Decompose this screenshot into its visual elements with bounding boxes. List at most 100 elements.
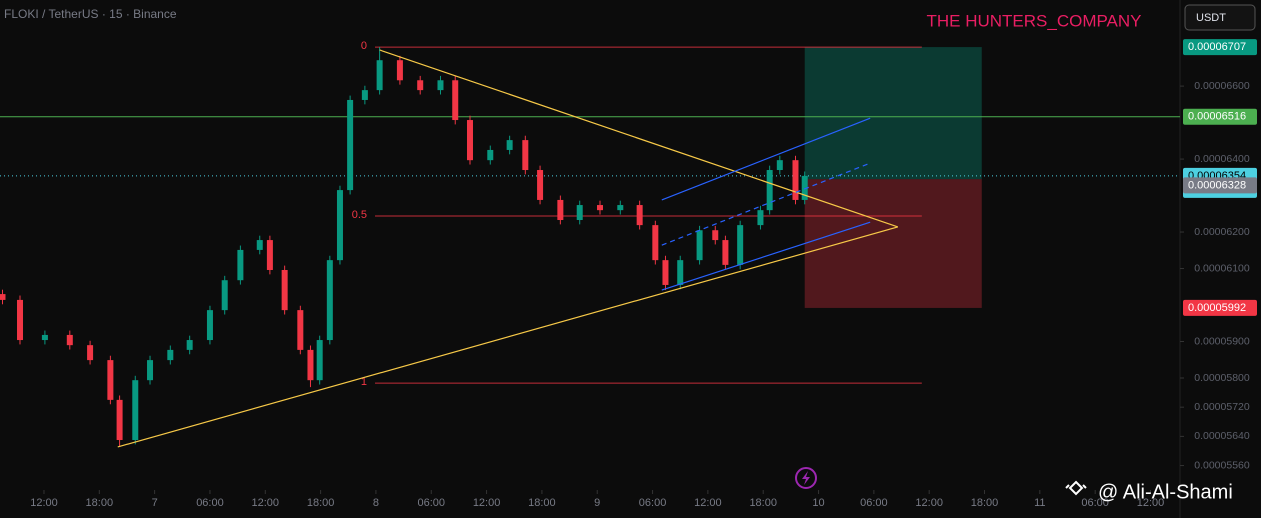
fib-label: 0 bbox=[361, 40, 367, 52]
candle-body bbox=[107, 360, 114, 400]
price-axis bbox=[1180, 0, 1261, 518]
candle-body bbox=[17, 299, 24, 341]
candle-body bbox=[186, 340, 193, 350]
trendline bbox=[117, 226, 899, 448]
candle-body bbox=[466, 120, 473, 161]
x-tick-label: 12:00 bbox=[694, 497, 722, 509]
candle-body bbox=[452, 80, 459, 121]
y-tick-label: 0.00005720 bbox=[1194, 401, 1250, 413]
trendline bbox=[661, 162, 871, 246]
annotation: THE HUNTERS_COMPANY bbox=[926, 11, 1141, 30]
candle-body bbox=[396, 60, 403, 81]
candle-body bbox=[297, 310, 304, 350]
x-tick-label: 06:00 bbox=[860, 497, 888, 509]
candle-body bbox=[417, 80, 424, 91]
candle-body bbox=[87, 345, 94, 361]
candle-body bbox=[597, 205, 604, 211]
price-label-box bbox=[1183, 299, 1257, 316]
candle-body bbox=[557, 199, 564, 221]
candle-body bbox=[617, 205, 624, 211]
price-label-box bbox=[1183, 177, 1257, 194]
candle-body bbox=[361, 90, 368, 100]
flash-icon[interactable] bbox=[795, 467, 817, 489]
x-tick-label: 06:00 bbox=[417, 497, 445, 509]
watermark: @ Ali-Al-Shami bbox=[1098, 481, 1233, 503]
x-tick-label: 12:00 bbox=[30, 497, 58, 509]
candle-body bbox=[636, 205, 643, 226]
x-tick-label: 06:00 bbox=[1081, 497, 1109, 509]
y-tick-label: 0.00005640 bbox=[1194, 430, 1250, 442]
candle-body bbox=[437, 80, 444, 91]
x-tick-label: 06:00 bbox=[196, 497, 224, 509]
price-label: 0.00005992 bbox=[1188, 302, 1246, 314]
candle-body bbox=[662, 260, 669, 285]
x-tick-label: 12:00 bbox=[915, 497, 943, 509]
candle-body bbox=[506, 140, 513, 150]
candle-body bbox=[737, 225, 744, 265]
candle-body bbox=[281, 269, 288, 311]
x-tick-label: 06:00 bbox=[639, 497, 667, 509]
x-tick-label: 18:00 bbox=[749, 497, 777, 509]
candle-body bbox=[652, 225, 659, 261]
candle-body bbox=[757, 210, 764, 226]
candle-body bbox=[167, 349, 174, 361]
x-tick-label: 9 bbox=[594, 497, 600, 509]
stop-zone bbox=[804, 179, 982, 308]
y-tick-label: 0.00006200 bbox=[1194, 226, 1250, 238]
candle-body bbox=[116, 399, 123, 441]
candle-body bbox=[132, 380, 139, 441]
candle-body bbox=[376, 60, 383, 91]
fib-label: 0.5 bbox=[352, 209, 367, 221]
x-tick-label: 18:00 bbox=[971, 497, 999, 509]
candle-body bbox=[221, 280, 228, 311]
price-label: 0.00006707 bbox=[1188, 41, 1246, 53]
x-tick-label: 18:00 bbox=[86, 497, 114, 509]
x-tick-label: 18:00 bbox=[528, 497, 556, 509]
candle-body bbox=[0, 294, 6, 300]
x-tick-label: 7 bbox=[152, 497, 158, 509]
candle-body bbox=[766, 170, 773, 211]
candle-body bbox=[336, 190, 343, 261]
y-tick-label: 0.00005560 bbox=[1194, 459, 1250, 471]
candle-body bbox=[266, 240, 273, 270]
candle-body bbox=[696, 230, 703, 261]
candle-body bbox=[801, 175, 808, 200]
x-tick-label: 12:00 bbox=[473, 497, 501, 509]
binance-logo bbox=[1065, 480, 1087, 496]
candle-body bbox=[66, 334, 73, 346]
candle-body bbox=[792, 160, 799, 200]
price-label: 0.00006328 bbox=[1188, 179, 1246, 191]
candle-body bbox=[776, 160, 783, 171]
x-tick-label: 8 bbox=[373, 497, 379, 509]
trendline bbox=[661, 117, 871, 201]
candle-body bbox=[316, 340, 323, 381]
chart-title: FLOKI / TetherUS · 15 · Binance bbox=[4, 7, 177, 21]
candle-body bbox=[307, 349, 314, 381]
candle-body bbox=[487, 149, 494, 161]
price-label-box bbox=[1183, 39, 1257, 56]
y-tick-label: 0.00006400 bbox=[1194, 153, 1250, 165]
currency-button[interactable] bbox=[1184, 4, 1256, 31]
y-tick-label: 0.00005900 bbox=[1194, 335, 1250, 347]
candle-body bbox=[722, 240, 729, 265]
target-zone bbox=[804, 47, 982, 180]
candle-body bbox=[237, 249, 244, 281]
fib-label: 1 bbox=[361, 376, 367, 388]
price-label-box bbox=[1183, 108, 1257, 125]
candle-body bbox=[712, 230, 719, 241]
candle-body bbox=[522, 140, 529, 171]
candle-body bbox=[677, 260, 684, 285]
trendline bbox=[379, 49, 899, 228]
currency-label[interactable]: USDT bbox=[1196, 12, 1226, 24]
y-tick-label: 0.00005800 bbox=[1194, 372, 1250, 384]
y-tick-label: 0.00006600 bbox=[1194, 80, 1250, 92]
flash-bolt bbox=[802, 471, 810, 485]
candle-body bbox=[576, 205, 583, 221]
candle-body bbox=[206, 310, 213, 341]
x-tick-label: 12:00 bbox=[252, 497, 280, 509]
candle-body bbox=[147, 360, 154, 381]
candle-body bbox=[41, 334, 48, 341]
